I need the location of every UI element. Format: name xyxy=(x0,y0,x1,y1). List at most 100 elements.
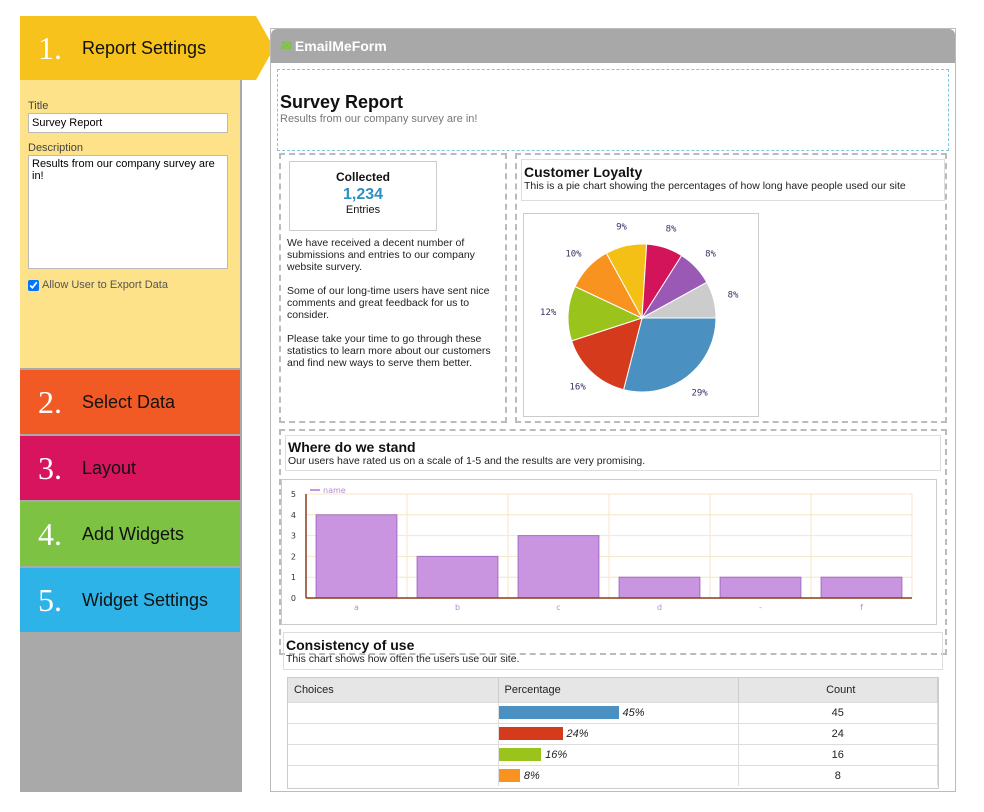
choice-cell xyxy=(288,764,499,786)
x-tick-label: - xyxy=(759,603,762,612)
bar[interactable] xyxy=(820,576,903,599)
x-tick-label: f xyxy=(860,603,863,612)
table-header-row: Choices Percentage Count xyxy=(288,678,938,702)
consistency-header: Consistency of use This chart shows how … xyxy=(283,632,943,670)
collected-title: Collected xyxy=(335,170,390,184)
bar[interactable] xyxy=(719,576,802,599)
table-row: 24% 24 xyxy=(288,722,938,744)
x-tick-label: b xyxy=(455,603,460,612)
export-checkbox[interactable] xyxy=(28,279,39,291)
y-tick-label: 0 xyxy=(291,594,296,603)
report-header-widget[interactable]: Survey Report Results from our company s… xyxy=(277,69,949,151)
percentage-bar xyxy=(498,706,619,719)
column-header-choices[interactable]: Choices xyxy=(288,678,499,702)
pie-label: 16% xyxy=(570,383,587,393)
step-layout[interactable]: 3. Layout xyxy=(20,436,240,500)
choice-cell xyxy=(288,722,499,744)
app-header: ✉ EmailMeForm xyxy=(271,29,955,63)
y-tick-label: 4 xyxy=(291,511,296,520)
pie-slice[interactable] xyxy=(641,281,717,319)
choice-cell xyxy=(288,743,499,765)
count-cell: 8 xyxy=(738,764,938,786)
step-label: Widget Settings xyxy=(82,589,209,610)
report-settings-panel: Title Description Results from our compa… xyxy=(20,80,240,368)
step-label: Report Settings xyxy=(82,37,207,58)
table-row: 45% 45 xyxy=(288,701,938,723)
step-report-settings[interactable]: 1. Report Settings xyxy=(20,16,274,80)
percentage-value: 45% xyxy=(622,706,645,719)
step-number: 4. xyxy=(38,515,62,552)
step-label: Layout xyxy=(82,457,137,478)
percentage-bar xyxy=(498,769,520,783)
pie-slice[interactable] xyxy=(570,317,643,391)
percentage-cell: 45% xyxy=(498,701,739,723)
bar-chart: 0 1 2 3 4 5 a b c d - f name xyxy=(291,486,913,612)
pie-chart: 29% 16% 12% 10% 9% 8% 8% 8% xyxy=(540,222,739,398)
choice-cell xyxy=(288,701,499,723)
collected-widget[interactable]: Collected 1,234 Entries xyxy=(289,161,437,231)
pie-chart-widget[interactable]: 29% 16% 12% 10% 9% 8% 8% 8% xyxy=(523,213,759,417)
intro-paragraph: Some of our long-time users have sent ni… xyxy=(287,285,490,321)
y-tick-label: 2 xyxy=(291,552,296,561)
report-title: Survey Report xyxy=(280,92,404,112)
consistency-table-widget[interactable]: Choices Percentage Count 45% 45 24% 24 16% 16… xyxy=(287,677,939,789)
column-header-count[interactable]: Count xyxy=(738,678,938,702)
step-number: 1. xyxy=(38,29,62,66)
step-select-data[interactable]: 2. Select Data xyxy=(20,370,240,434)
y-tick-label: 1 xyxy=(291,573,296,582)
step-widget-settings[interactable]: 5. Widget Settings xyxy=(20,568,240,632)
pie-slice[interactable] xyxy=(622,317,717,393)
bar-chart-widget[interactable]: 0 1 2 3 4 5 a b c d - f name xyxy=(281,479,937,625)
app-logo: ✉ EmailMeForm xyxy=(281,38,387,54)
export-option: Allow User to Export Data xyxy=(28,279,232,291)
layout-row-stand[interactable]: Where do we stand Our users have rated u… xyxy=(279,429,947,655)
intro-text-widget[interactable]: We have received a decent number of subm… xyxy=(287,237,501,381)
percentage-cell: 8% xyxy=(498,764,739,786)
step-label: Select Data xyxy=(82,391,176,412)
count-cell: 16 xyxy=(738,743,938,765)
step-label: Add Widgets xyxy=(82,523,185,544)
column-header-percentage[interactable]: Percentage xyxy=(498,678,739,702)
pie-label: 8% xyxy=(666,225,677,235)
layout-column-left[interactable]: Collected 1,234 Entries We have received… xyxy=(279,153,507,423)
description-textarea[interactable]: Results from our company survey are in! xyxy=(28,155,228,269)
legend-label: name xyxy=(323,486,346,495)
percentage-value: 8% xyxy=(523,769,540,782)
envelope-arrow-icon: ✉ xyxy=(281,38,292,53)
intro-paragraph: Please take your time to go through thes… xyxy=(287,333,491,369)
step-number: 5. xyxy=(38,581,62,618)
pie-label: 8% xyxy=(728,291,739,301)
bar[interactable] xyxy=(618,576,701,599)
logo-text: EmailMeForm xyxy=(294,38,387,54)
pie-label: 29% xyxy=(691,388,708,398)
collected-unit: Entries xyxy=(345,204,381,216)
pie-label: 8% xyxy=(705,250,716,260)
table-row: 16% 16 xyxy=(288,743,938,765)
percentage-bar xyxy=(498,748,542,761)
stand-subtitle: Our users have rated us on a scale of 1-… xyxy=(288,455,646,467)
step-add-widgets[interactable]: 4. Add Widgets xyxy=(20,502,240,566)
report-canvas: ✉ EmailMeForm Survey Report Results from… xyxy=(270,28,956,792)
loyalty-subtitle: This is a pie chart showing the percenta… xyxy=(524,180,906,192)
x-tick-label: a xyxy=(354,603,359,612)
bar[interactable] xyxy=(315,514,398,599)
export-label: Allow User to Export Data xyxy=(42,279,168,291)
title-label: Title xyxy=(28,100,49,112)
wizard-sidebar: 1. Report Settings Title Description Res… xyxy=(20,16,274,792)
percentage-bar xyxy=(498,727,563,740)
intro-paragraph: We have received a decent number of subm… xyxy=(287,237,475,273)
title-input[interactable] xyxy=(28,113,228,133)
stand-title: Where do we stand xyxy=(288,439,416,455)
loyalty-title: Customer Loyalty xyxy=(524,164,643,180)
report-subtitle: Results from our company survey are in! xyxy=(280,113,478,125)
consistency-title: Consistency of use xyxy=(286,637,415,653)
pie-label: 9% xyxy=(616,222,627,232)
layout-column-right[interactable]: Customer Loyalty This is a pie chart sho… xyxy=(515,153,947,423)
loyalty-header: Customer Loyalty This is a pie chart sho… xyxy=(521,159,945,201)
pie-label: 10% xyxy=(565,250,582,260)
percentage-cell: 24% xyxy=(498,722,739,744)
bar[interactable] xyxy=(416,555,499,599)
collected-value: 1,234 xyxy=(342,186,384,203)
consistency-table: Choices Percentage Count 45% 45 24% 24 16% 16… xyxy=(288,678,938,786)
bar[interactable] xyxy=(517,535,600,599)
